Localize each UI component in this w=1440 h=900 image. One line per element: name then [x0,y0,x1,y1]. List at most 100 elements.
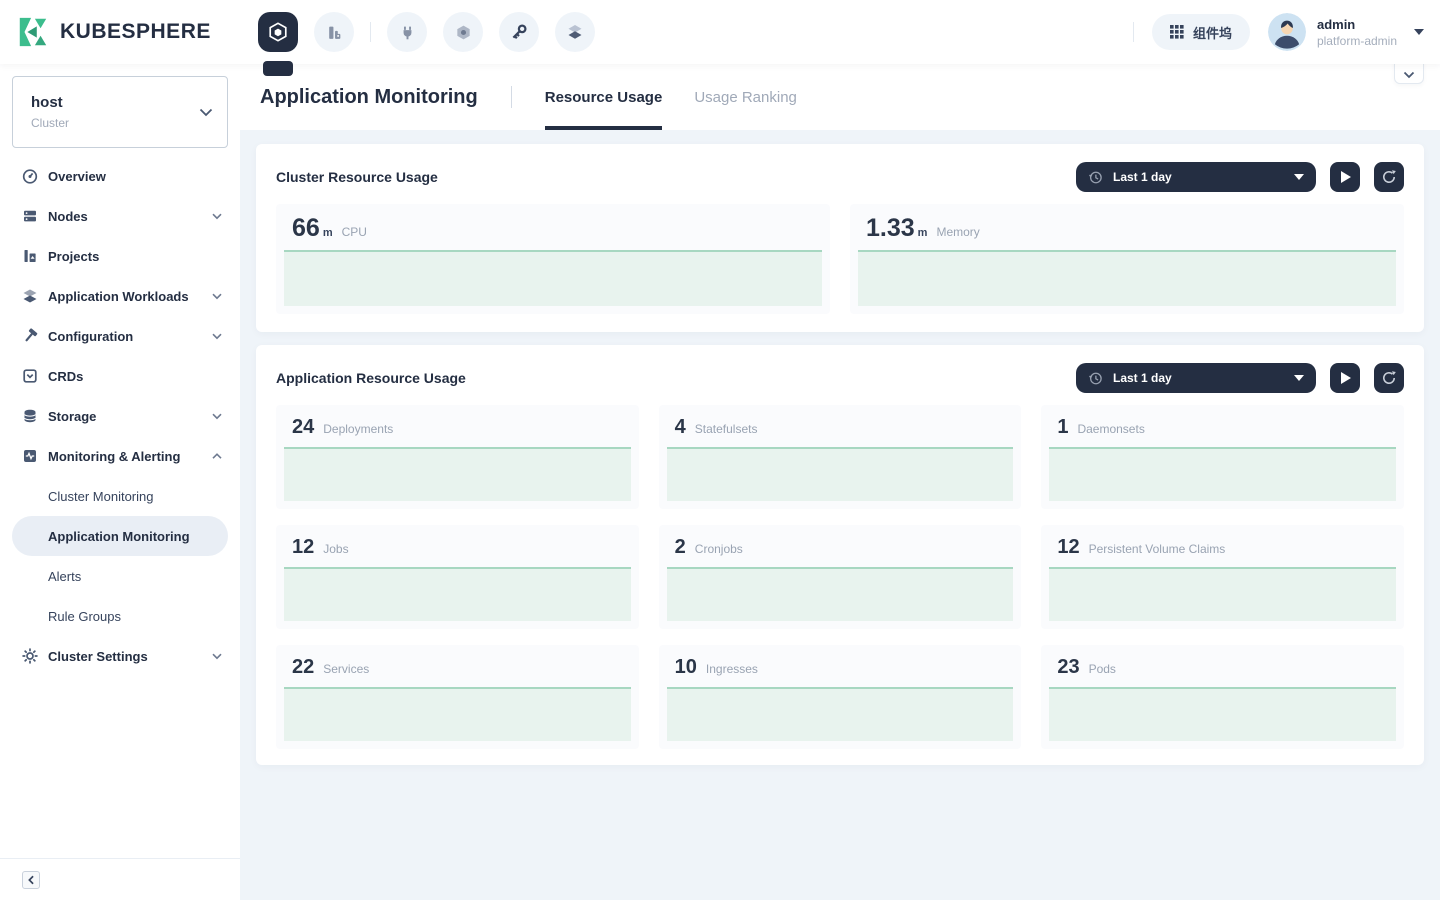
database-icon [22,408,38,424]
history-icon [1088,171,1102,183]
metric-value: 23 [1057,656,1080,678]
sidebar-item-overview[interactable]: Overview [0,156,240,196]
cluster-type: Cluster [31,115,70,130]
chevron-down-icon [1403,71,1415,79]
sidebar-item-nodes[interactable]: Nodes [0,196,240,236]
metric-card-cpu: 66 m CPU [276,204,830,314]
sidebar: host Cluster Overview Nodes Projects [0,64,240,900]
user-menu[interactable]: admin platform-admin [1267,13,1424,51]
metric-value: 12 [292,536,315,558]
sidebar-item-application-workloads[interactable]: Application Workloads [0,276,240,316]
grid-icon [1169,25,1184,39]
refresh-icon [1383,371,1396,384]
component-dock-button[interactable]: 组件坞 [1151,14,1250,50]
daemonsets-sparkline-chart [1049,447,1396,501]
caret-down-icon [1294,174,1304,180]
time-range-select[interactable]: Last 1 day [1076,162,1316,192]
sidebar-item-cluster-settings[interactable]: Cluster Settings [0,636,240,676]
sidebar-item-alerts[interactable]: Alerts [48,568,82,584]
sidebar-item-crds[interactable]: CRDs [0,356,240,396]
chevron-down-icon [212,213,222,220]
nodes-icon [22,208,38,224]
title-divider [510,86,512,108]
sidebar-item-label: Monitoring & Alerting [48,448,181,464]
tabs: Resource Usage Usage Ranking [544,64,829,130]
panel-header: Application Resource Usage Last 1 day [256,345,1424,405]
user-role: platform-admin [1316,33,1397,48]
sidebar-item-label: Cluster Settings [48,648,148,664]
metric-unit: m [917,227,928,239]
ingresses-sparkline-chart [666,687,1014,741]
gear-icon [22,648,38,664]
tab-usage-ranking[interactable]: Usage Ranking [694,88,797,106]
metric-value: 1.33 [866,214,915,242]
metric-card-deployments: 24 Deployments [276,405,639,509]
cpu-sparkline-chart [284,250,822,306]
platform-layers-icon[interactable] [555,12,595,52]
caret-down-icon [1294,375,1304,381]
sidebar-item-label: Nodes [48,208,88,224]
metric-label: Deployments [323,422,394,436]
main-area: Application Monitoring Resource Usage Us… [240,58,1440,900]
sidebar-item-rule-groups[interactable]: Rule Groups [48,608,121,624]
metric-value: 12 [1057,536,1080,558]
play-icon [1341,372,1351,384]
metric-value: 4 [674,416,686,438]
sidebar-item-configuration[interactable]: Configuration [0,316,240,356]
sidebar-item-label: Application Workloads [48,288,189,304]
metric-label: Daemonsets [1077,422,1145,436]
sidebar-item-cluster-monitoring[interactable]: Cluster Monitoring [48,488,154,504]
hexagon-settings-icon[interactable] [443,12,483,52]
component-dock-label: 组件坞 [1192,25,1232,41]
sidebar-item-monitoring-alerting[interactable]: Monitoring & Alerting [0,436,240,476]
page-header: Application Monitoring Resource Usage Us… [240,58,1440,130]
sidebar-item-label: Configuration [48,328,134,344]
metric-value: 24 [292,416,315,438]
nav-divider [370,22,371,42]
global-header: KUBESPHERE [0,0,1440,64]
kubesphere-logo[interactable]: KUBESPHERE [16,15,211,49]
chevron-down-icon [212,293,222,300]
cluster-selector-text: host Cluster [31,93,199,132]
refresh-button[interactable] [1374,162,1404,192]
layers-icon [22,288,38,304]
panel-controls: Last 1 day [1076,363,1404,393]
autorefresh-play-button[interactable] [1330,363,1360,393]
sidebar-item-label: Overview [48,168,106,184]
page-title: Application Monitoring [260,85,478,108]
collapse-sidebar-button[interactable] [22,870,40,889]
cluster-selector[interactable]: host Cluster [12,76,228,148]
apps-icon[interactable] [387,12,427,52]
time-range-value: Last 1 day [1113,371,1172,385]
panel-header: Cluster Resource Usage Last 1 day [256,144,1424,204]
metric-card-pods: 23 Pods [1041,645,1404,749]
chevron-down-icon [199,108,213,116]
sidebar-item-storage[interactable]: Storage [0,396,240,436]
autorefresh-play-button[interactable] [1330,162,1360,192]
projects-icon [22,248,38,264]
metric-value: 10 [674,656,697,678]
access-control-key-icon[interactable] [499,12,539,52]
sidebar-item-application-monitoring[interactable]: Application Monitoring [12,516,228,556]
metric-label: Statefulsets [694,422,758,436]
sidebar-footer [0,858,240,900]
metric-card-jobs: 12 Jobs [276,525,639,629]
platform-nav [258,12,595,52]
refresh-button[interactable] [1374,363,1404,393]
time-range-select[interactable]: Last 1 day [1076,363,1316,393]
header-right: 组件坞 admin platform-admin [1132,0,1424,64]
cluster-metrics: 66 m CPU 1.33 m Memory [256,204,1424,332]
metric-label: Ingresses [705,662,758,676]
workspaces-icon[interactable] [314,12,354,52]
sidebar-item-label: Projects [48,248,100,264]
application-metrics: 24 Deployments 4 Statefulsets 1 Daemonsets … [256,405,1424,765]
cluster-management-icon[interactable] [258,12,298,52]
pvc-sparkline-chart [1049,567,1396,621]
metric-card-persistent-volume-claims: 12 Persistent Volume Claims [1041,525,1404,629]
refresh-icon [1383,170,1396,183]
sidebar-item-projects[interactable]: Projects [0,236,240,276]
tab-resource-usage[interactable]: Resource Usage [544,64,662,130]
metric-label: Jobs [323,542,349,556]
crd-icon [22,368,38,384]
chevron-down-icon [212,333,222,340]
